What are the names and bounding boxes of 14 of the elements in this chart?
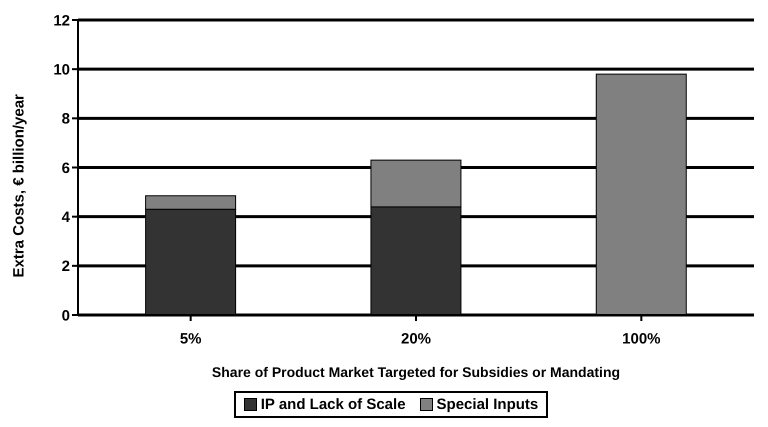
legend-label: Special Inputs xyxy=(436,396,538,413)
x-tick-label: 100% xyxy=(622,330,661,348)
x-tick-label: 5% xyxy=(180,330,202,348)
x-tick-label: 20% xyxy=(400,330,432,348)
y-tick-label: 12 xyxy=(53,12,70,30)
y-axis-title: Extra Costs, € billion/year xyxy=(10,94,28,278)
y-tick-label: 2 xyxy=(62,258,70,276)
legend-label: IP and Lack of Scale xyxy=(260,396,406,413)
y-tick-label: 4 xyxy=(62,208,71,226)
x-axis-title: Share of Product Market Targeted for Subsidies or Mandating xyxy=(212,364,620,380)
y-tick-label: 6 xyxy=(62,160,70,177)
y-tick-label: 0 xyxy=(62,307,70,324)
y-tick-label: 10 xyxy=(53,61,70,78)
y-tick-label: 8 xyxy=(62,110,70,128)
